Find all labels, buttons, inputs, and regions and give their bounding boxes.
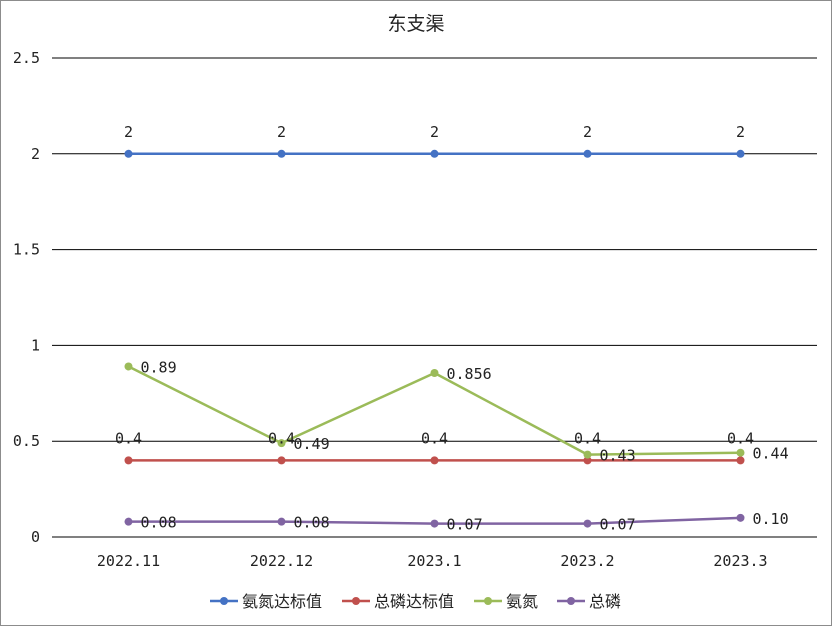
- x-tick-label: 2022.11: [97, 552, 160, 570]
- data-labels: 2 2 2 2 2 0.4 0.4 0.4 0.4 0.4 0.89 0.49 0.856 0.43 0.4…: [115, 123, 789, 534]
- x-axis-ticks: 2022.11 2022.12 2023.1 2023.2 2023.3: [97, 552, 768, 570]
- data-label: 0.10: [753, 510, 789, 528]
- legend-item: 总磷: [557, 592, 621, 611]
- data-label: 0.44: [753, 445, 789, 463]
- data-label: 0.4: [421, 429, 448, 447]
- data-label: 0.08: [294, 514, 330, 532]
- data-point: [430, 519, 439, 528]
- data-label: 0.4: [727, 429, 754, 447]
- data-label: 0.43: [600, 447, 636, 465]
- series-3: [124, 362, 745, 459]
- y-tick-label: 2: [31, 145, 40, 163]
- data-point: [583, 450, 592, 459]
- data-point: [430, 456, 439, 465]
- y-tick-label: 1: [31, 336, 40, 354]
- data-label: 2: [736, 123, 745, 141]
- x-tick-label: 2023.1: [407, 552, 461, 570]
- data-label: 0.07: [447, 516, 483, 534]
- x-tick-label: 2023.2: [560, 552, 614, 570]
- data-point: [583, 519, 592, 528]
- legend-item: 总磷达标值: [342, 592, 454, 611]
- data-label: 0.07: [600, 516, 636, 534]
- legend-label: 氨氮: [506, 592, 538, 611]
- data-label: 0.08: [141, 514, 177, 532]
- data-label: 0.856: [447, 365, 492, 383]
- data-point: [277, 149, 286, 158]
- legend-item: 氨氮: [474, 592, 538, 611]
- legend-marker: [352, 597, 360, 605]
- data-point: [736, 448, 745, 457]
- data-label: 2: [583, 123, 592, 141]
- y-tick-label: 1.5: [13, 241, 40, 259]
- data-point: [430, 368, 439, 377]
- series-2: [124, 456, 745, 465]
- data-label: 0.4: [268, 429, 295, 447]
- data-label: 0.4: [574, 429, 601, 447]
- data-point: [277, 439, 286, 448]
- legend-marker: [567, 597, 575, 605]
- data-point: [583, 456, 592, 465]
- data-point: [124, 517, 133, 526]
- y-tick-label: 0: [31, 528, 40, 546]
- x-tick-label: 2022.12: [250, 552, 313, 570]
- series-lines: [124, 149, 745, 528]
- data-point: [124, 456, 133, 465]
- data-point: [736, 456, 745, 465]
- data-point: [277, 517, 286, 526]
- x-tick-label: 2023.3: [713, 552, 767, 570]
- data-point: [277, 456, 286, 465]
- series-4: [124, 513, 745, 528]
- chart-title: 东支渠: [387, 13, 444, 35]
- data-label: 2: [277, 123, 286, 141]
- data-point: [736, 149, 745, 158]
- y-axis-ticks: 0 0.5 1 1.5 2 2.5: [13, 49, 40, 546]
- y-tick-label: 0.5: [13, 432, 40, 450]
- data-label: 0.49: [294, 435, 330, 453]
- data-point: [736, 513, 745, 522]
- data-label: 0.89: [141, 358, 177, 376]
- legend: 氨氮达标值 总磷达标值 氨氮 总磷: [210, 592, 621, 611]
- series-1: [124, 149, 745, 158]
- legend-marker: [484, 597, 492, 605]
- legend-label: 总磷达标值: [374, 592, 454, 611]
- legend-label: 总磷: [589, 592, 621, 611]
- data-label: 0.4: [115, 429, 142, 447]
- data-point: [430, 149, 439, 158]
- data-point: [124, 362, 133, 371]
- legend-item: 氨氮达标值: [210, 592, 322, 611]
- legend-label: 氨氮达标值: [242, 592, 322, 611]
- data-point: [583, 149, 592, 158]
- data-label: 2: [430, 123, 439, 141]
- legend-marker: [220, 597, 228, 605]
- data-point: [124, 149, 133, 158]
- data-label: 2: [124, 123, 133, 141]
- y-tick-label: 2.5: [13, 49, 40, 67]
